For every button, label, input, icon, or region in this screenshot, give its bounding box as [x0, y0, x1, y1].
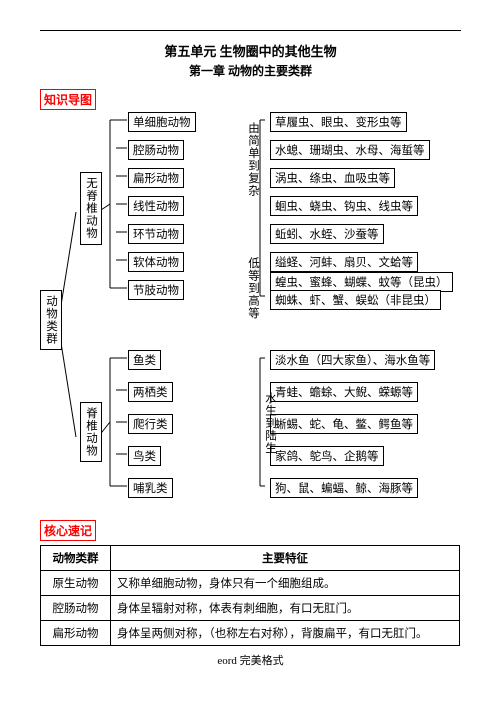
cell-feature: 身体呈两侧对称，（也称左右对称），背腹扁平，有口无肛门。: [111, 621, 460, 646]
ver-key-1: 两栖类: [128, 382, 173, 402]
inv-val-0: 草履虫、眼虫、变形虫等: [270, 112, 407, 132]
ver-key-0: 鱼类: [128, 350, 161, 370]
core-memory-label: 核心速记: [40, 520, 96, 541]
knowledge-map-diagram: 动物类群 无脊椎动物脊椎动物 单细胞动物 草履虫、眼虫、变形虫等腔肠动物 水螅、珊瑚虫、…: [40, 112, 460, 512]
knowledge-map-label: 知识导图: [40, 89, 96, 110]
table-header-row: 动物类群 主要特征: [41, 546, 460, 571]
ver-val-3: 家鸽、鸵鸟、企鹅等: [270, 446, 384, 466]
right-text: 水生到陆生: [262, 392, 278, 455]
inv-key-3: 线性动物: [128, 196, 184, 216]
title-block: 第五单元 生物圈中的其他生物 第一章 动物的主要类群: [40, 41, 461, 79]
vertebrate-box: 脊椎动物: [80, 402, 102, 462]
ver-val-2: 蜥蜴、蛇、龟、鳖、鳄鱼等: [270, 414, 418, 434]
inv-val-4: 蚯蚓、水蛭、沙蚕等: [270, 224, 384, 244]
mid-upper-text: 由简单到复杂: [245, 122, 261, 197]
table-row: 腔肠动物身体呈辐射对称，体表有刺细胞，有口无肛门。: [41, 596, 460, 621]
cell-feature: 身体呈辐射对称，体表有刺细胞，有口无肛门。: [111, 596, 460, 621]
table-row: 原生动物又称单细胞动物，身体只有一个细胞组成。: [41, 571, 460, 596]
ver-key-3: 鸟类: [128, 446, 161, 466]
inv-val-6-a: 蝗虫、蜜蜂、蝴蝶、蚊等（昆虫）: [270, 272, 453, 292]
inv-key-0: 单细胞动物: [128, 112, 196, 132]
inv-key-4: 环节动物: [128, 224, 184, 244]
chapter-title: 第一章 动物的主要类群: [40, 62, 461, 79]
cell-group: 扁形动物: [41, 621, 111, 646]
inv-key-1: 腔肠动物: [128, 140, 184, 160]
root-box: 动物类群: [40, 290, 62, 350]
cell-group: 腔肠动物: [41, 596, 111, 621]
invertebrate-box: 无脊椎动物: [80, 172, 102, 245]
inv-val-6-b: 蜘蛛、虾、蟹、蜈蚣（非昆虫）: [270, 290, 441, 310]
th-group: 动物类群: [41, 546, 111, 571]
ver-val-0: 淡水鱼（四大家鱼）、海水鱼等: [270, 350, 435, 370]
inv-val-3: 蛔虫、蛲虫、钩虫、线虫等: [270, 196, 418, 216]
ver-val-1: 青蛙、蟾蜍、大鲵、蝾螈等: [270, 382, 418, 402]
inv-val-5: 缢蛏、河蚌、扇贝、文蛤等: [270, 252, 418, 272]
table-row: 扁形动物身体呈两侧对称，（也称左右对称），背腹扁平，有口无肛门。: [41, 621, 460, 646]
inv-key-2: 扁形动物: [128, 168, 184, 188]
ver-key-4: 哺乳类: [128, 478, 173, 498]
ver-key-2: 爬行类: [128, 414, 173, 434]
inv-val-1: 水螅、珊瑚虫、水母、海蜇等: [270, 140, 430, 160]
inv-key-5: 软体动物: [128, 252, 184, 272]
inv-val-2: 涡虫、绦虫、血吸虫等: [270, 168, 395, 188]
cell-feature: 又称单细胞动物，身体只有一个细胞组成。: [111, 571, 460, 596]
inv-key-6: 节肢动物: [128, 280, 184, 300]
mid-lower-text: 低等到高等: [245, 257, 261, 320]
ver-val-4: 狗、鼠、蝙蝠、鲸、海豚等: [270, 478, 418, 498]
footer-text: eord 完美格式: [40, 652, 461, 668]
th-feature: 主要特征: [111, 546, 460, 571]
cell-group: 原生动物: [41, 571, 111, 596]
core-table: 动物类群 主要特征 原生动物又称单细胞动物，身体只有一个细胞组成。腔肠动物身体呈…: [40, 545, 460, 646]
unit-title: 第五单元 生物圈中的其他生物: [40, 41, 461, 60]
